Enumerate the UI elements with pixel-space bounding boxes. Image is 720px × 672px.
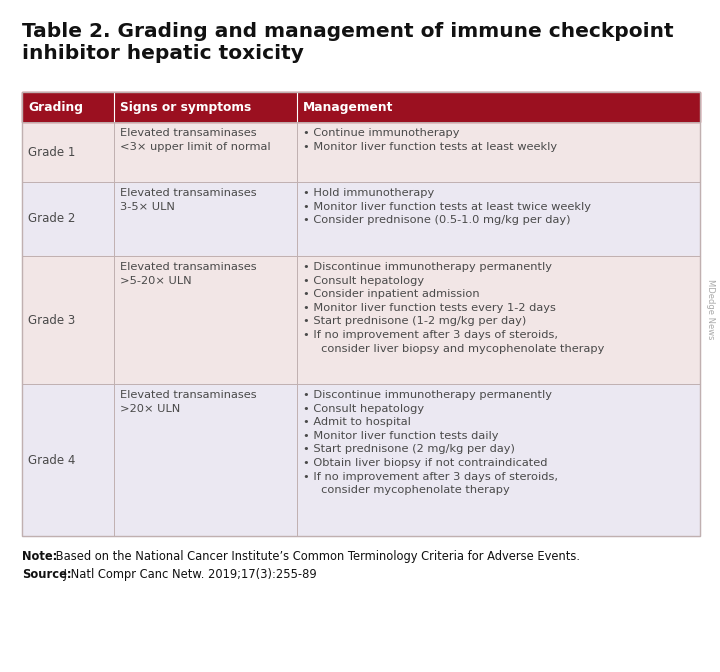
Text: inhibitor hepatic toxicity: inhibitor hepatic toxicity — [22, 44, 304, 63]
Text: Elevated transaminases
>5-20× ULN: Elevated transaminases >5-20× ULN — [120, 262, 256, 286]
Text: • Hold immunotherapy
• Monitor liver function tests at least twice weekly
• Cons: • Hold immunotherapy • Monitor liver fun… — [302, 188, 590, 225]
Text: Grade 1: Grade 1 — [28, 146, 76, 159]
Text: Based on the National Cancer Institute’s Common Terminology Criteria for Adverse: Based on the National Cancer Institute’s… — [52, 550, 580, 563]
Text: Management: Management — [302, 101, 393, 114]
Text: Table 2. Grading and management of immune checkpoint: Table 2. Grading and management of immun… — [22, 22, 674, 41]
Text: Elevated transaminases
<3× upper limit of normal: Elevated transaminases <3× upper limit o… — [120, 128, 270, 152]
Text: Signs or symptoms: Signs or symptoms — [120, 101, 251, 114]
Bar — [22, 384, 700, 536]
Text: • Discontinue immunotherapy permanently
• Consult hepatology
• Admit to hospital: • Discontinue immunotherapy permanently … — [302, 390, 557, 495]
Text: Grading: Grading — [28, 101, 83, 114]
Text: Grade 2: Grade 2 — [28, 212, 76, 226]
Bar — [22, 92, 700, 536]
Text: Source:: Source: — [22, 568, 71, 581]
Text: • Continue immunotherapy
• Monitor liver function tests at least weekly: • Continue immunotherapy • Monitor liver… — [302, 128, 557, 152]
Bar — [22, 256, 700, 384]
Text: Elevated transaminases
>20× ULN: Elevated transaminases >20× ULN — [120, 390, 256, 413]
Text: Grade 3: Grade 3 — [28, 314, 76, 327]
Bar — [22, 122, 700, 182]
Bar — [22, 182, 700, 256]
Text: • Discontinue immunotherapy permanently
• Consult hepatology
• Consider inpatien: • Discontinue immunotherapy permanently … — [302, 262, 604, 353]
Text: Note:: Note: — [22, 550, 58, 563]
Text: J Natl Compr Canc Netw. 2019;17(3):255-89: J Natl Compr Canc Netw. 2019;17(3):255-8… — [60, 568, 317, 581]
Text: MDedge News: MDedge News — [706, 279, 714, 339]
Bar — [22, 92, 700, 122]
Text: Grade 4: Grade 4 — [28, 454, 76, 466]
Text: Elevated transaminases
3-5× ULN: Elevated transaminases 3-5× ULN — [120, 188, 256, 212]
